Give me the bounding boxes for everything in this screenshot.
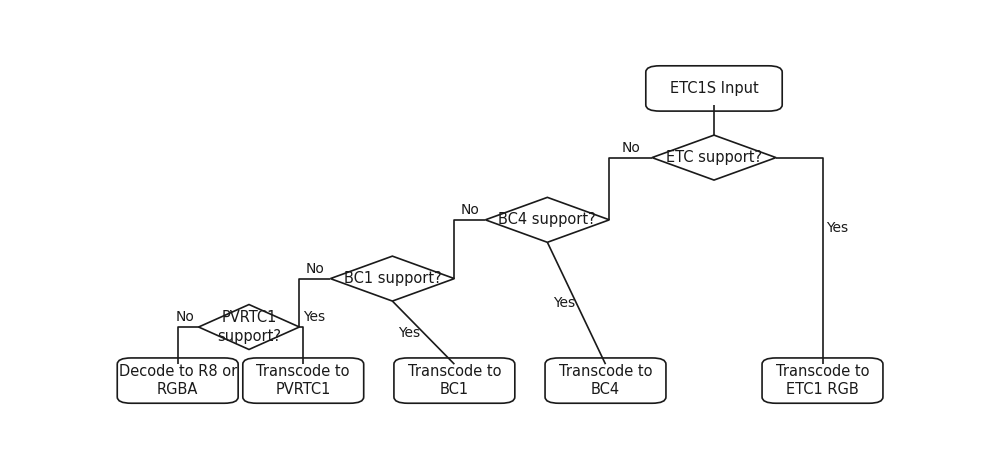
Text: ETC support?: ETC support?	[666, 150, 762, 165]
Text: BC1 support?: BC1 support?	[344, 271, 441, 286]
Text: No: No	[176, 310, 195, 324]
Text: PVRTC1
support?: PVRTC1 support?	[217, 310, 281, 344]
Text: Decode to R8 or
RGBA: Decode to R8 or RGBA	[119, 364, 237, 397]
Text: No: No	[305, 262, 324, 276]
Text: Yes: Yes	[554, 296, 576, 310]
Text: No: No	[621, 141, 640, 155]
Text: No: No	[460, 203, 479, 217]
Text: Yes: Yes	[826, 220, 848, 234]
Text: Transcode to
ETC1 RGB: Transcode to ETC1 RGB	[776, 364, 869, 397]
Text: Yes: Yes	[399, 326, 421, 339]
Text: Yes: Yes	[303, 310, 325, 324]
Text: Transcode to
BC4: Transcode to BC4	[559, 364, 652, 397]
Text: Transcode to
PVRTC1: Transcode to PVRTC1	[256, 364, 350, 397]
Text: Transcode to
BC1: Transcode to BC1	[408, 364, 501, 397]
Text: BC4 support?: BC4 support?	[498, 212, 596, 227]
Text: ETC1S Input: ETC1S Input	[670, 81, 758, 96]
